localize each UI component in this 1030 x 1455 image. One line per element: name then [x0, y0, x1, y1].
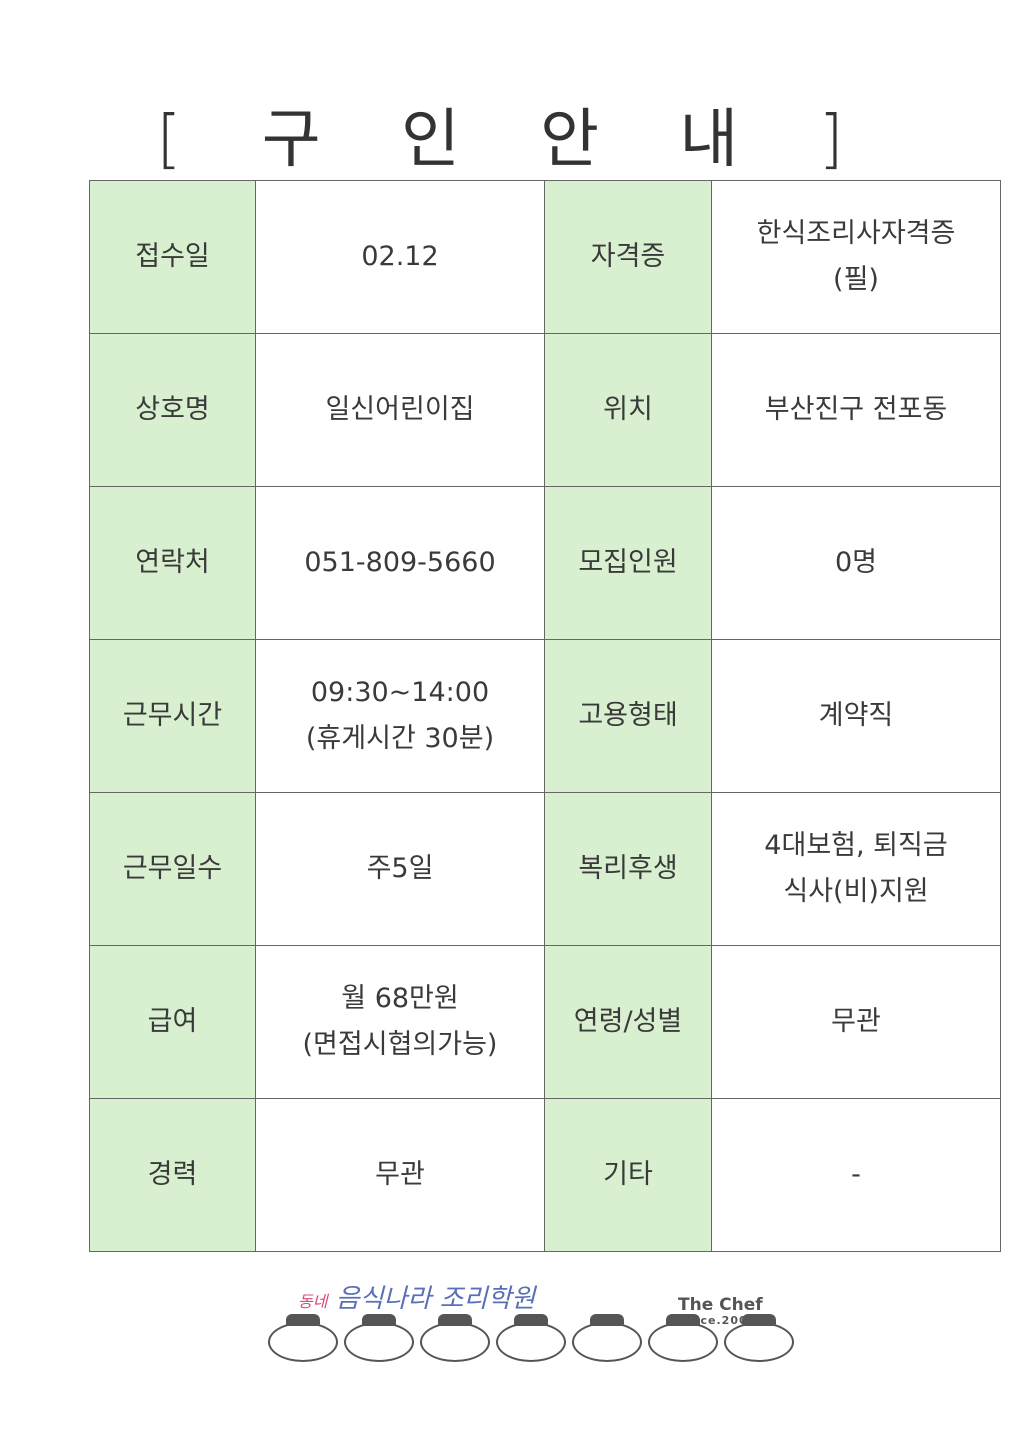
- field-value: 주5일: [255, 792, 545, 946]
- field-value: 02.12: [255, 180, 545, 334]
- field-label: 고용형태: [544, 639, 712, 793]
- field-value: 계약직: [711, 639, 1001, 793]
- field-label: 근무일수: [89, 792, 256, 946]
- field-value: 09:30~14:00 (휴게시간 30분): [255, 639, 545, 793]
- field-value: 051-809-5660: [255, 486, 545, 640]
- table-row: 급여 월 68만원 (면접시협의가능) 연령/성별 무관: [89, 945, 1001, 1099]
- field-label: 근무시간: [89, 639, 256, 793]
- table-row: 경력 무관 기타 -: [89, 1098, 1001, 1252]
- field-value: 부산진구 전포동: [711, 333, 1001, 487]
- field-label: 경력: [89, 1098, 256, 1252]
- field-label: 복리후생: [544, 792, 712, 946]
- table-row: 연락처 051-809-5660 모집인원 0명: [89, 486, 1001, 640]
- logo-brand: The Chef: [678, 1295, 763, 1315]
- field-value: 0명: [711, 486, 1001, 640]
- field-label: 모집인원: [544, 486, 712, 640]
- table-row: 근무일수 주5일 복리후생 4대보험, 퇴직금 식사(비)지원: [89, 792, 1001, 946]
- field-label: 연락처: [89, 486, 256, 640]
- field-value: 4대보험, 퇴직금 식사(비)지원: [711, 792, 1001, 946]
- field-value: 무관: [255, 1098, 545, 1252]
- field-label: 위치: [544, 333, 712, 487]
- field-label: 접수일: [89, 180, 256, 334]
- field-value: 월 68만원 (면접시협의가능): [255, 945, 545, 1099]
- page-title: [ 구 인 안 내 ]: [156, 103, 874, 177]
- table-row: 근무시간 09:30~14:00 (휴게시간 30분) 고용형태 계약직: [89, 639, 1001, 793]
- chef-faces-illustration: [268, 1314, 794, 1362]
- field-value: 한식조리사자격증 (필): [711, 180, 1001, 334]
- logo-name: 음식나라 조리학원: [335, 1284, 536, 1314]
- job-info-table: 접수일 02.12 자격증 한식조리사자격증 (필) 상호명 일신어린이집 위치 부산진구 전…: [89, 180, 1001, 1252]
- field-label: 기타: [544, 1098, 712, 1252]
- field-label: 자격증: [544, 180, 712, 334]
- field-value: 무관: [711, 945, 1001, 1099]
- academy-logo: 동네 음식나라 조리학원 The Chef Since.2000: [268, 1278, 828, 1368]
- field-label: 급여: [89, 945, 256, 1099]
- field-label: 상호명: [89, 333, 256, 487]
- logo-prefix: 동네: [298, 1292, 328, 1311]
- field-value: 일신어린이집: [255, 333, 545, 487]
- field-value: -: [711, 1098, 1001, 1252]
- table-row: 상호명 일신어린이집 위치 부산진구 전포동: [89, 333, 1001, 487]
- field-label: 연령/성별: [544, 945, 712, 1099]
- table-row: 접수일 02.12 자격증 한식조리사자격증 (필): [89, 180, 1001, 334]
